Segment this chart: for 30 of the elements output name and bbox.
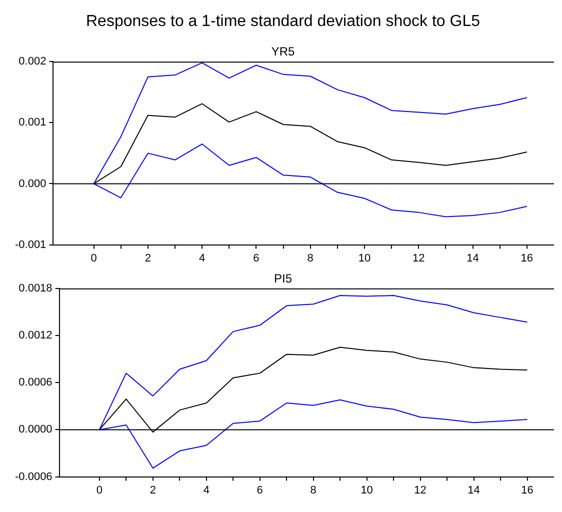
x-tick-label: 12: [412, 252, 425, 264]
y-tick-label: 0.0012: [18, 330, 52, 342]
x-tick-label: 8: [310, 484, 316, 496]
chart-subtitle: YR5: [271, 44, 295, 59]
y-tick-label: -0.001: [14, 238, 46, 251]
y-tick-label: 0.001: [18, 116, 46, 129]
x-tick-label: 4: [199, 252, 206, 264]
x-tick-label: 14: [466, 252, 479, 264]
x-tick-label: 10: [360, 484, 373, 496]
x-tick-label: 0: [96, 484, 102, 496]
x-tick-label: 8: [307, 252, 314, 264]
x-tick-label: 4: [203, 484, 210, 496]
x-tick-label: 16: [520, 252, 534, 264]
y-tick-label: 0.0000: [18, 424, 52, 436]
x-tick-label: 14: [468, 484, 480, 496]
x-tick-label: 6: [256, 484, 263, 496]
y-tick-label: 0.000: [18, 178, 46, 190]
x-tick-label: 2: [144, 252, 151, 264]
x-tick-label: 0: [90, 252, 97, 264]
y-tick-label: 0.0018: [18, 282, 52, 294]
y-tick-label: 0.002: [18, 56, 46, 68]
x-tick-label: 12: [414, 484, 426, 496]
chart-title: Responses to a 1-time standard deviation shock to GL5: [86, 13, 480, 30]
x-tick-label: 10: [358, 252, 371, 264]
x-tick-label: 2: [150, 484, 156, 496]
x-tick-label: 6: [253, 252, 260, 264]
y-tick-label: 0.0006: [18, 376, 52, 389]
y-tick-label: -0.0006: [14, 470, 52, 483]
chart-title: PI5: [274, 272, 292, 286]
x-tick-label: 16: [521, 484, 534, 496]
